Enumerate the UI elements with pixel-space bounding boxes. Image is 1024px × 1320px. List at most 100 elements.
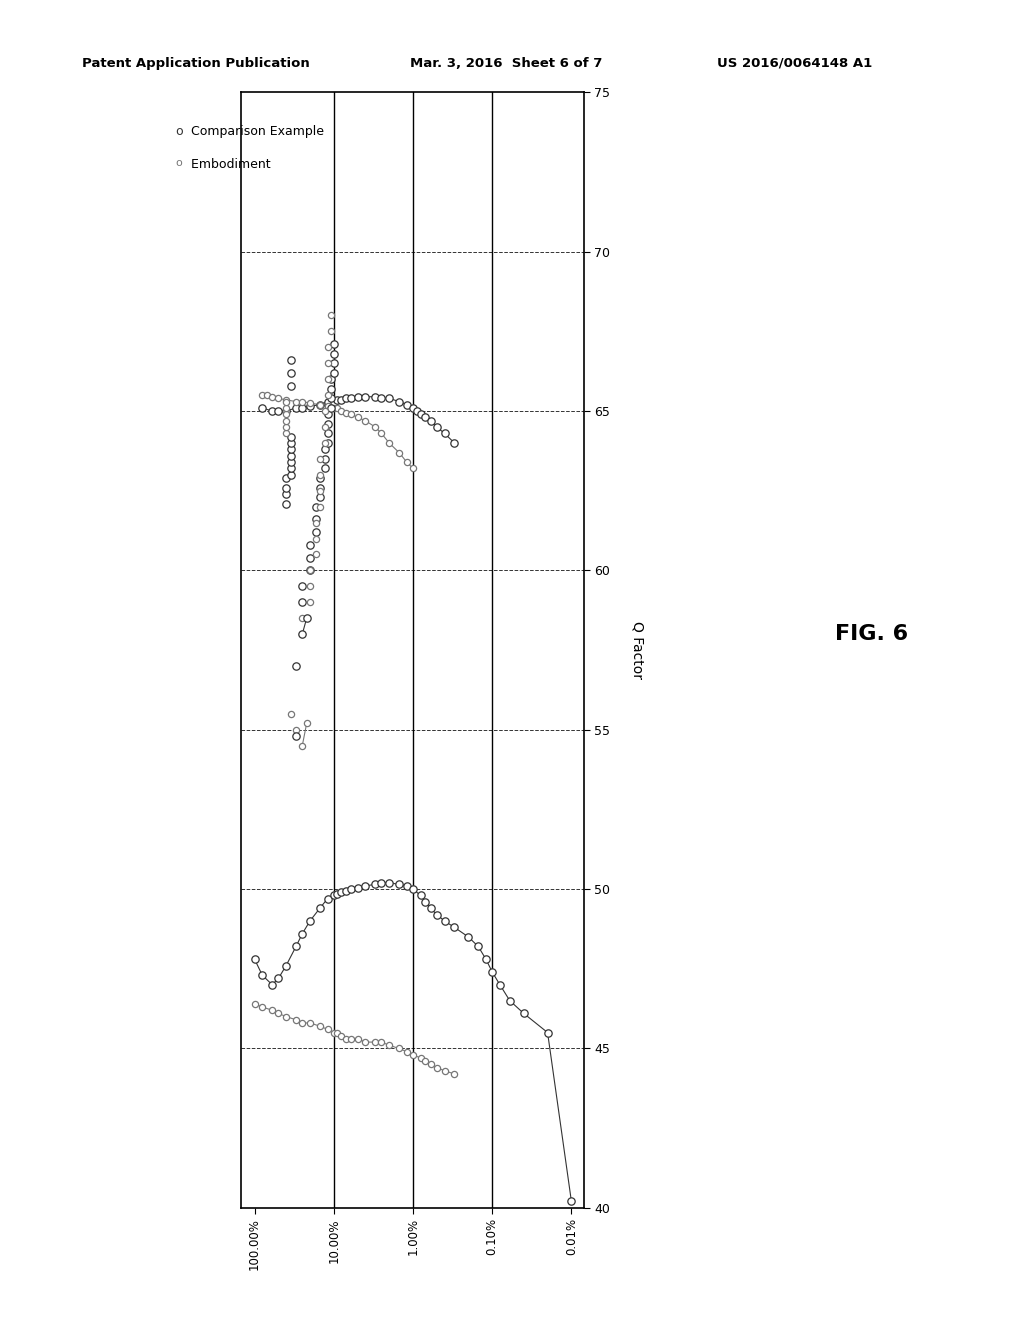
Point [391,874,408,895]
Point [264,400,281,421]
Text: Comparison Example: Comparison Example [187,125,325,139]
Point [349,407,366,428]
Point [391,1038,408,1059]
Point [323,397,339,418]
Y-axis label: Q Factor: Q Factor [631,622,645,678]
Point [307,521,324,543]
Point [278,417,294,438]
Point [323,388,339,409]
Point [436,911,453,932]
Point [316,438,333,459]
Text: FIG. 6: FIG. 6 [835,623,907,644]
Point [381,1035,397,1056]
Point [349,387,366,408]
Point [413,1048,429,1069]
Point [323,379,339,400]
Point [270,388,287,409]
Point [316,400,333,421]
Point [323,368,339,389]
Point [333,389,349,411]
Point [254,965,270,986]
Point [311,477,328,498]
Point [283,433,299,454]
Point [307,510,324,531]
Point [343,879,359,900]
Point [247,949,263,970]
Point [319,1019,336,1040]
Point [326,343,342,364]
Point [429,1057,445,1078]
Point [259,384,275,405]
Point [338,1028,354,1049]
Point [294,735,310,756]
Point [283,445,299,466]
Point [422,411,438,432]
Point [302,546,318,568]
Point [413,884,429,906]
Point [311,465,328,486]
Text: Patent Application Publication: Patent Application Publication [82,57,309,70]
Point [319,396,336,417]
Point [343,388,359,409]
Point [319,337,336,358]
Point [316,417,333,438]
Point [404,458,421,479]
Point [283,451,299,473]
Point [283,704,299,725]
Point [326,362,342,383]
Point [307,512,324,533]
Point [404,397,421,418]
Point [278,400,294,421]
Point [446,917,463,939]
Point [409,400,425,421]
Point [302,1012,318,1034]
Text: US 2016/0064148 A1: US 2016/0064148 A1 [717,57,872,70]
Point [540,1022,556,1043]
Point [288,656,304,677]
Point [343,404,359,425]
Point [278,391,294,412]
Point [404,1044,421,1065]
Point [338,403,354,424]
Point [302,591,318,612]
Point [326,334,342,355]
Point [302,911,318,932]
Point [283,375,299,396]
Point [302,396,318,417]
Point [311,487,328,508]
Point [316,458,333,479]
Point [264,387,281,408]
Point [307,496,324,517]
Point [563,1191,580,1212]
Point [330,397,346,418]
Point [294,391,310,412]
Point [326,884,342,906]
Point [357,411,374,432]
Point [436,1060,453,1081]
Text: Mar. 3, 2016  Sheet 6 of 7: Mar. 3, 2016 Sheet 6 of 7 [410,57,602,70]
Point [278,411,294,432]
Point [446,433,463,454]
Point [288,726,304,747]
Point [254,997,270,1018]
Point [311,449,328,470]
Point [294,591,310,612]
Point [278,389,294,411]
Point [294,923,310,944]
Point [254,397,270,418]
Point [333,400,349,421]
Point [294,623,310,644]
Point [311,395,328,416]
Point [381,388,397,409]
Point [391,391,408,412]
Point [254,384,270,405]
Point [330,883,346,904]
Point [288,397,304,418]
Point [374,388,390,409]
Point [478,949,495,970]
Point [278,492,294,513]
Point [333,1026,349,1047]
Point [417,891,433,912]
Point [374,1031,390,1052]
Text: o: o [176,158,182,169]
